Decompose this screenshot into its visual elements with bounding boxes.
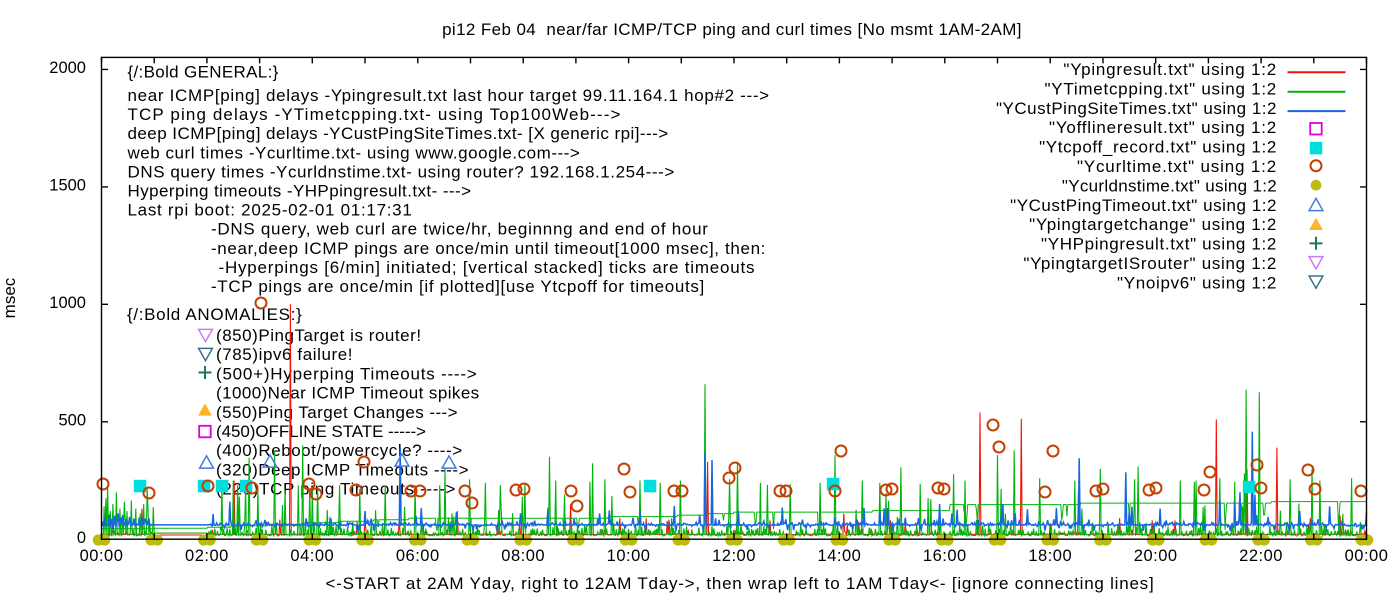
svg-text:"YTimetcpping.txt" using 1:2: "YTimetcpping.txt" using 1:2 bbox=[1045, 79, 1277, 98]
svg-text:14:00: 14:00 bbox=[818, 547, 862, 565]
svg-text:"Ytcpoff_record.txt" using 1:2: "Ytcpoff_record.txt" using 1:2 bbox=[1039, 138, 1277, 157]
svg-text:"YCustPingTimeout.txt" using 1: "YCustPingTimeout.txt" using 1:2 bbox=[1010, 196, 1277, 215]
svg-text:(450)OFFLINE STATE ----->: (450)OFFLINE STATE -----> bbox=[216, 422, 426, 441]
svg-text:<-START at 2AM Yday, right to: <-START at 2AM Yday, right to 12AM Tday-… bbox=[326, 574, 1155, 593]
svg-text:(1000)Near ICMP Timeout spikes: (1000)Near ICMP Timeout spikes bbox=[216, 384, 480, 403]
svg-text:10:00: 10:00 bbox=[607, 547, 651, 565]
svg-text:"YHPpingresult.txt" using 1:2: "YHPpingresult.txt" using 1:2 bbox=[1041, 235, 1277, 254]
svg-text:msec: msec bbox=[0, 277, 19, 318]
svg-text:Last rpi boot: 2025-02-01 01:1: Last rpi boot: 2025-02-01 01:17:31 bbox=[128, 201, 413, 220]
svg-text:deep ICMP[ping] delays -YCustP: deep ICMP[ping] delays -YCustPingSiteTim… bbox=[128, 124, 669, 143]
svg-text:-TCP pings are once/min [if pl: -TCP pings are once/min [if plotted][use… bbox=[211, 277, 705, 296]
svg-text:(320)Deep ICMP Timeouts ---->: (320)Deep ICMP Timeouts ----> bbox=[216, 460, 469, 479]
svg-text:Hyperping timeouts -YHPpingres: Hyperping timeouts -YHPpingresult.txt- -… bbox=[128, 182, 472, 201]
svg-text:"Ypingtargetchange" using 1:2: "Ypingtargetchange" using 1:2 bbox=[1029, 215, 1277, 234]
svg-text:-Hyperpings [6/min] initiated;: -Hyperpings [6/min] initiated; [vertical… bbox=[219, 258, 756, 277]
svg-text:04:00: 04:00 bbox=[290, 547, 334, 565]
svg-text:00:00: 00:00 bbox=[1345, 547, 1389, 565]
svg-text:22:00: 22:00 bbox=[1239, 547, 1283, 565]
svg-text:"Yofflineresult.txt" using 1:2: "Yofflineresult.txt" using 1:2 bbox=[1049, 118, 1277, 137]
svg-text:16:00: 16:00 bbox=[923, 547, 967, 565]
svg-text:(550)Ping Target Changes --->: (550)Ping Target Changes ---> bbox=[216, 403, 458, 422]
svg-text:"Ynoipv6" using 1:2: "Ynoipv6" using 1:2 bbox=[1117, 273, 1277, 292]
svg-text:{/:Bold GENERAL:}: {/:Bold GENERAL:} bbox=[128, 63, 279, 82]
svg-text:near ICMP[ping] delays -Ypingr: near ICMP[ping] delays -Ypingresult.txt … bbox=[128, 86, 770, 105]
svg-text:0: 0 bbox=[77, 529, 86, 547]
svg-text:-near,deep ICMP pings are once: -near,deep ICMP pings are once/min until… bbox=[211, 239, 766, 258]
svg-text:(850)PingTarget is router!: (850)PingTarget is router! bbox=[216, 326, 422, 345]
svg-text:{/:Bold ANOMALIES:}: {/:Bold ANOMALIES:} bbox=[127, 305, 302, 324]
svg-text:"Ycurldnstime.txt" using 1:2: "Ycurldnstime.txt" using 1:2 bbox=[1062, 176, 1277, 195]
svg-text:DNS query times -Ycurldnstime.: DNS query times -Ycurldnstime.txt- using… bbox=[128, 162, 675, 181]
svg-text:02:00: 02:00 bbox=[185, 547, 229, 565]
svg-text:(220)TCP ping Timeouts ---->: (220)TCP ping Timeouts ----> bbox=[216, 480, 456, 499]
svg-text:pi12 Feb 04 near/far ICMP/TCP: pi12 Feb 04 near/far ICMP/TCP ping and c… bbox=[442, 20, 1022, 39]
svg-text:(785)ipv6 failure!: (785)ipv6 failure! bbox=[216, 345, 353, 364]
svg-text:"Ypingresult.txt" using 1:2: "Ypingresult.txt" using 1:2 bbox=[1063, 60, 1277, 79]
svg-text:web curl times -Ycurltime.txt-: web curl times -Ycurltime.txt- using www… bbox=[127, 143, 581, 162]
svg-text:1500: 1500 bbox=[49, 177, 86, 195]
svg-text:1000: 1000 bbox=[49, 294, 86, 312]
svg-text:06:00: 06:00 bbox=[396, 547, 440, 565]
svg-text:(500+)Hyperping Timeouts ---->: (500+)Hyperping Timeouts ----> bbox=[216, 364, 478, 383]
svg-text:TCP ping delays -YTimetcpping.: TCP ping delays -YTimetcpping.txt- using… bbox=[128, 105, 622, 124]
svg-text:"Ycurltime.txt" using 1:2: "Ycurltime.txt" using 1:2 bbox=[1077, 157, 1277, 176]
svg-text:12:00: 12:00 bbox=[712, 547, 756, 565]
svg-text:-DNS query, web curl are twice: -DNS query, web curl are twice/hr, begin… bbox=[211, 220, 709, 239]
svg-text:18:00: 18:00 bbox=[1028, 547, 1072, 565]
svg-text:500: 500 bbox=[58, 412, 86, 430]
svg-text:2000: 2000 bbox=[49, 59, 86, 77]
svg-text:(400)Reboot/powercycle? ---->: (400)Reboot/powercycle? ----> bbox=[216, 441, 463, 460]
svg-text:"YpingtargetISrouter" using 1:: "YpingtargetISrouter" using 1:2 bbox=[1023, 254, 1277, 273]
svg-text:"YCustPingSiteTimes.txt" using: "YCustPingSiteTimes.txt" using 1:2 bbox=[996, 99, 1277, 118]
svg-text:00:00: 00:00 bbox=[80, 547, 124, 565]
svg-text:08:00: 08:00 bbox=[501, 547, 545, 565]
svg-text:20:00: 20:00 bbox=[1134, 547, 1178, 565]
